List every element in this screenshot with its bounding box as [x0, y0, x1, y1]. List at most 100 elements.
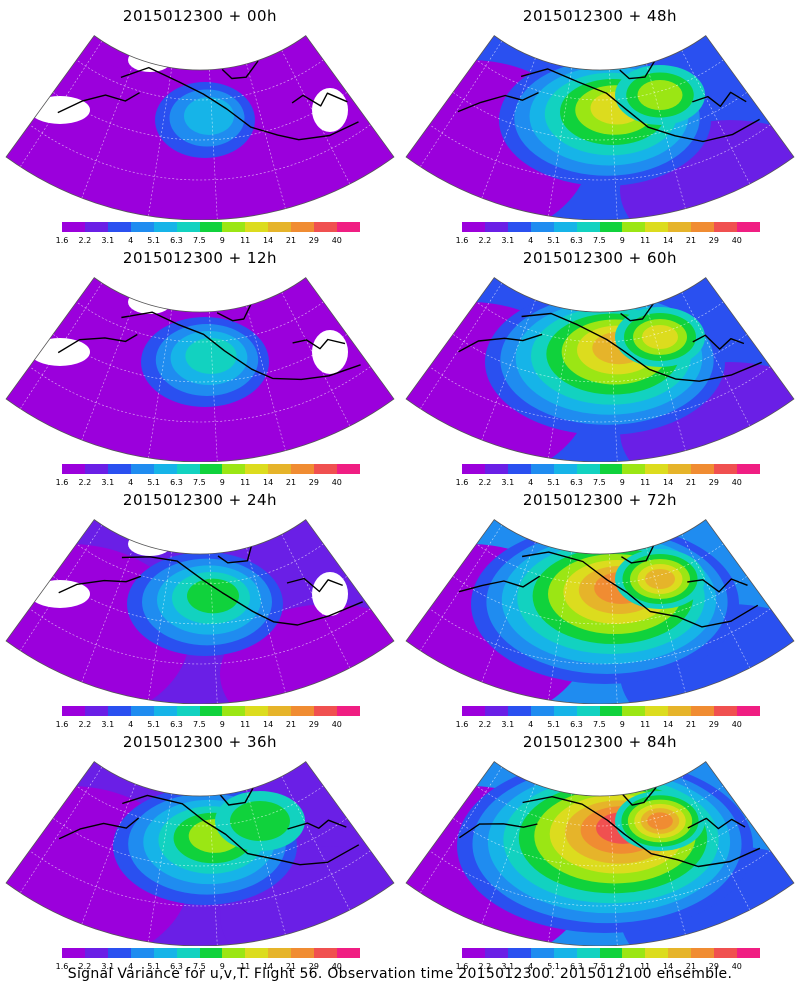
colorbar-tick-label: 4 [128, 236, 134, 245]
colorbar-segment [199, 464, 223, 474]
colorbar-segment [62, 464, 85, 474]
forecast-panel: 2015012300 + 24h 1.6 2.2 3.1 4 5.1 6.3 7.5 9 11 14… [0, 484, 400, 734]
colorbar-segment [268, 222, 292, 232]
colorbar-segment [714, 222, 738, 232]
colorbar-segment [62, 222, 85, 232]
colorbar-tick-label: 2.2 [478, 720, 492, 729]
colorbar-tick-label: 14 [263, 962, 274, 971]
colorbar-tick-label: 9 [619, 720, 625, 729]
colorbar-tick-label: 3.1 [101, 236, 115, 245]
colorbar-tick-label: 40 [731, 236, 742, 245]
colorbar-tick-label: 29 [308, 720, 319, 729]
colorbar-tick-label: 21 [285, 962, 297, 971]
colorbar-segment [314, 464, 338, 474]
colorbar-tick-label: 21 [685, 720, 697, 729]
colorbar [462, 706, 760, 716]
colorbar-tick-label: 1.6 [55, 962, 69, 971]
variance-map [405, 519, 795, 704]
colorbar-tick-label: 5.1 [547, 478, 560, 487]
colorbar-segment [462, 948, 485, 958]
colorbar-segment [530, 464, 554, 474]
colorbar-segment [199, 948, 223, 958]
colorbar-segment [737, 222, 760, 232]
colorbar-tick-label: 11 [640, 236, 651, 245]
colorbar-tick-label: 29 [708, 478, 719, 487]
colorbar-tick-label: 3.1 [501, 962, 515, 971]
forecast-panel: 2015012300 + 84h 1.6 2.2 3.1 4 5.1 6.3 7.5 9 11 14… [400, 726, 800, 976]
colorbar-tick-label: 2.2 [78, 236, 92, 245]
colorbar-tick-label: 5.1 [547, 962, 560, 971]
colorbar [62, 222, 360, 232]
colorbar-segment [153, 948, 177, 958]
colorbar-tick-label: 7.5 [593, 236, 606, 245]
colorbar-segment [484, 464, 508, 474]
colorbar-tick-label: 6.3 [570, 236, 583, 245]
colorbar-segment [337, 706, 360, 716]
colorbar-segment [691, 464, 715, 474]
colorbar-segment [176, 948, 200, 958]
colorbar-segment [668, 464, 692, 474]
colorbar-segment [507, 464, 531, 474]
colorbar-segment [245, 464, 269, 474]
colorbar-segment [622, 948, 646, 958]
colorbar-tick-label: 1.6 [455, 720, 469, 729]
colorbar-tick-label: 5.1 [147, 236, 160, 245]
colorbar-tick-label: 4 [128, 478, 134, 487]
colorbar-tick-label: 40 [331, 236, 342, 245]
colorbar-tick-label: 3.1 [101, 478, 115, 487]
colorbar-segment [645, 222, 669, 232]
forecast-panel: 2015012300 + 60h 1.6 2.2 3.1 4 5.1 6.3 7.5 9 11 14… [400, 242, 800, 492]
colorbar-tick-label: 5.1 [147, 478, 160, 487]
colorbar-tick-label: 29 [308, 962, 319, 971]
colorbar-tick-label: 14 [263, 236, 274, 245]
colorbar-tick-label: 29 [708, 720, 719, 729]
colorbar-labels: 1.6 2.2 3.1 4 5.1 6.3 7.5 9 11 14 21 29 40 [52, 720, 372, 730]
colorbar-segment [622, 464, 646, 474]
colorbar-segment [553, 706, 577, 716]
colorbar-segment [553, 464, 577, 474]
colorbar-segment [245, 706, 269, 716]
colorbar-tick-label: 3.1 [501, 720, 515, 729]
variance-map [405, 277, 795, 462]
colorbar-tick-label: 11 [240, 478, 251, 487]
colorbar-tick-label: 21 [685, 478, 697, 487]
colorbar-tick-label: 21 [285, 478, 297, 487]
variance-map [5, 761, 395, 946]
colorbar-segment [462, 222, 485, 232]
colorbar-segment [268, 464, 292, 474]
colorbar-tick-label: 1.6 [455, 478, 469, 487]
colorbar-tick-label: 6.3 [170, 236, 183, 245]
colorbar-tick-label: 7.5 [593, 962, 606, 971]
colorbar-segment [576, 222, 600, 232]
colorbar-tick-label: 40 [731, 962, 742, 971]
colorbar-segment [337, 948, 360, 958]
colorbar-segment [462, 464, 485, 474]
colorbar-segment [107, 706, 131, 716]
panel-title: 2015012300 + 72h [522, 491, 678, 509]
colorbar-segment [291, 948, 315, 958]
colorbar-segment [691, 706, 715, 716]
colorbar-segment [462, 706, 485, 716]
colorbar-tick-label: 5.1 [547, 236, 560, 245]
colorbar-tick-label: 14 [663, 478, 674, 487]
colorbar-tick-label: 29 [308, 478, 319, 487]
colorbar-segment [84, 222, 108, 232]
colorbar-segment [222, 222, 246, 232]
colorbar [62, 706, 360, 716]
colorbar [462, 948, 760, 958]
colorbar-segment [314, 706, 338, 716]
colorbar-segment [222, 464, 246, 474]
colorbar-tick-label: 29 [708, 236, 719, 245]
colorbar-segment [153, 222, 177, 232]
colorbar-labels: 1.6 2.2 3.1 4 5.1 6.3 7.5 9 11 14 21 29 40 [452, 236, 772, 246]
colorbar-tick-label: 7.5 [593, 720, 606, 729]
colorbar-segment [222, 706, 246, 716]
colorbar-tick-label: 21 [685, 236, 697, 245]
colorbar-segment [314, 948, 338, 958]
variance-map [405, 761, 795, 946]
colorbar-segment [84, 464, 108, 474]
forecast-panel: 2015012300 + 48h 1.6 2.2 3.1 4 5.1 6.3 7.5 9 11 14… [400, 0, 800, 250]
colorbar-tick-label: 6.3 [570, 962, 583, 971]
colorbar-tick-label: 9 [619, 236, 625, 245]
colorbar-segment [576, 464, 600, 474]
